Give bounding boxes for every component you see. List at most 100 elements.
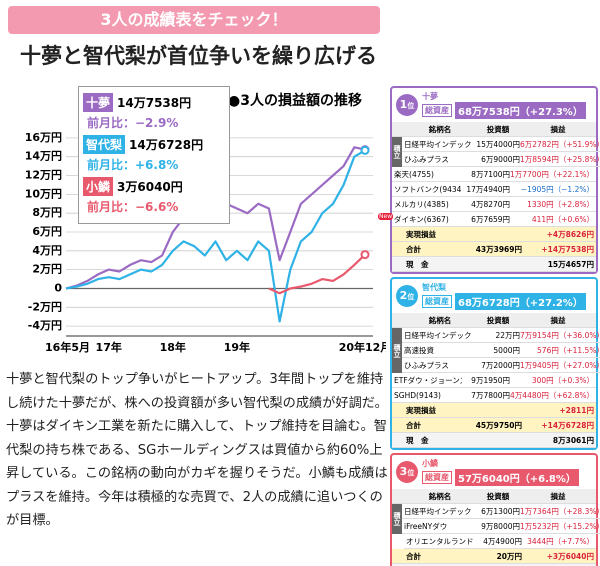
table-row: ETFダウ・ジョーンズ(1546) 9万1950円 300円（+0.3%） <box>392 373 596 388</box>
table-row: 日経平均インデックス 6万1300円 1万7364円（+28.3%） <box>402 504 600 519</box>
table-cell: 576円（+11.5%） <box>537 345 600 355</box>
portfolio-panel: 1位 十夢 総資産 68万7538円（+27.3%） 銘柄名 投資額 損益積立 日経平均インデ… <box>378 86 600 274</box>
asset-value: 68万7538円（+27.3%） <box>455 102 586 119</box>
total-value: +14万6728円 <box>541 420 594 430</box>
table-cell: 日経平均インデックス <box>404 330 472 340</box>
column-header: 損益 <box>550 315 566 325</box>
rank-suffix: 位 <box>407 293 415 301</box>
row-group: 楽天(4755) 8万7100円 1万7700円（+22.1%） ソフトバンク(943… <box>378 167 596 227</box>
table-cell: 1万7700円（+22.1%） <box>510 169 594 179</box>
total-row: 合計 45万9750円 +14万6728円 <box>392 418 596 433</box>
portfolio-panel: 2位 智代梨 総資産 68万6728円（+27.2%） 銘柄名 投資額 損益 積立 日経平均イン… <box>390 277 600 450</box>
cash-value: 15万4657円 <box>547 259 594 269</box>
rank-badge: 3位 <box>396 461 418 483</box>
x-tick-label: 19年 <box>224 340 250 354</box>
total-label: 合計 <box>406 420 421 430</box>
x-tick-label: 20年12月 <box>339 340 386 354</box>
column-header: 投資額 <box>486 124 510 134</box>
y-tick-label: 4万円 <box>32 244 62 257</box>
table-cell: 1万9405円（+27.0%） <box>520 360 600 370</box>
table-row: オリエンタルランド(4661) 4万4900円 3444円（+7.7%） <box>404 534 596 549</box>
realized-row: 実現損益 +2811円 <box>392 403 596 418</box>
table-cell: 8万7100円 <box>471 169 511 179</box>
rank-suffix: 位 <box>407 102 415 110</box>
article: 十夢と智代梨のトップ争いがヒートアップ。3年間トップを維持し続けた十夢だが、株へ… <box>6 372 388 528</box>
headline: 十夢と智代梨が首位争いを繰り広げる <box>20 44 377 68</box>
rank: 2 <box>399 289 408 302</box>
row-group: ETFダウ・ジョーンズ(1546) 9万1950円 300円（+0.3%） SGHD(… <box>392 373 596 403</box>
table-cell: ETFダウ・ジョーンズ(1546) <box>394 375 462 385</box>
cash-row: 現 金34万円 <box>392 564 596 566</box>
table-cell: 4万4480円（+62.8%） <box>510 390 594 400</box>
table-row: 楽天(4755) 8万7100円 1万7700円（+22.1%） <box>392 167 596 182</box>
legend-amount: 3万6040円 <box>117 180 183 194</box>
table-header: 銘柄名 投資額 損益 <box>392 313 596 328</box>
y-tick-label: -2万円 <box>28 300 62 313</box>
row-group: 積立 日経平均インデックス 22万円 7万9154円（+36.0%） 高速投資 5000円… <box>392 328 600 373</box>
total-label: 合計 <box>406 551 421 561</box>
group-rows: 楽天(4755) 8万7100円 1万7700円（+22.1%） ソフトバンク(943… <box>378 167 596 227</box>
table-row: ひふみプラス 6万9000円 1万8594円（+25.8%） <box>402 152 600 167</box>
legend-entry: 小鱗 3万6040円 <box>83 177 225 196</box>
table-cell: iFreeNYダウ <box>404 521 448 531</box>
header-text: 小鱗 総資産 57万6040円（+6.8%） <box>422 458 596 486</box>
table-cell: 6万2782円（+51.9%） <box>520 139 600 149</box>
group-rows: 日経平均インデックス 22万円 7万9154円（+36.0%） 高速投資 5000円 57… <box>402 328 600 373</box>
table-cell: ひふみプラス <box>404 154 449 164</box>
table-cell: 7万7800円 <box>471 390 511 400</box>
row-group: 積立 日経平均インデックス 15万4000円 6万2782円（+51.9%） ひふみプラ… <box>392 137 600 167</box>
rank-suffix: 位 <box>407 469 415 477</box>
table-row: iFreeNYダウ 9万8000円 1万5232円（+15.2%） <box>402 519 600 534</box>
group-label: 積立 <box>392 328 402 373</box>
y-tick-label: 2万円 <box>32 263 62 276</box>
total-value: +14万7538円 <box>541 244 594 254</box>
table-cell: 6万9000円 <box>481 154 520 164</box>
table-cell: 411円（+0.6%） <box>531 214 594 224</box>
table-cell: 15万4000円 <box>476 139 520 149</box>
panel-header: 3位 小鱗 総資産 57万6040円（+6.8%） <box>392 455 596 489</box>
asset-label: 総資産 <box>422 471 452 484</box>
table-row: メルカリ(4385) 4万8270円 1330円（+2.8%） <box>392 197 596 212</box>
legend-name: 小鱗 <box>83 177 114 196</box>
table-cell: 楽天(4755) <box>394 169 434 179</box>
legend-amount: 14万7538円 <box>117 96 192 110</box>
panel-header: 1位 十夢 総資産 68万7538円（+27.3%） <box>392 88 596 122</box>
header-text: 十夢 総資産 68万7538円（+27.3%） <box>422 91 596 119</box>
x-tick-label: 17年 <box>96 340 122 354</box>
table-cell: オリエンタルランド(4661) <box>406 536 474 546</box>
table-cell: 1万8594円（+25.8%） <box>520 154 600 164</box>
table-cell: 5000円 <box>493 345 520 355</box>
x-tick-label: 16年5月 <box>45 340 90 354</box>
y-tick-label: 0 <box>54 281 62 294</box>
table-cell: 4万4900円 <box>483 536 522 546</box>
series-line <box>65 149 366 323</box>
row-group: オリエンタルランド(4661) 4万4900円 3444円（+7.7%） <box>392 534 596 549</box>
table-cell: 22万円 <box>495 330 520 340</box>
table-cell: −1905円（−1.2%） <box>520 184 594 194</box>
group-rows: ETFダウ・ジョーンズ(1546) 9万1950円 300円（+0.3%） SGHD(… <box>392 373 596 403</box>
group-label: 積立 <box>392 137 402 167</box>
asset-row: 総資産 68万6728円（+27.2%） <box>422 293 596 310</box>
rank-badge: 2位 <box>396 285 418 307</box>
x-tick-label: 18年 <box>160 340 186 354</box>
realized-value: +4万8626円 <box>546 229 594 239</box>
panel-header: 2位 智代梨 総資産 68万6728円（+27.2%） <box>392 279 596 313</box>
table-cell: 6万1300円 <box>481 506 520 516</box>
table-cell: ソフトバンク(9434) <box>394 184 463 194</box>
table-cell: 9万8000円 <box>481 521 520 531</box>
table-header: 銘柄名 投資額 損益 <box>392 122 596 137</box>
legend-entry: 智代梨 14万6728円 <box>83 135 225 154</box>
asset-value: 57万6040円（+6.8%） <box>455 469 579 486</box>
rank-badge: 1位 <box>396 94 418 116</box>
group-rows: オリエンタルランド(4661) 4万4900円 3444円（+7.7%） <box>404 534 596 549</box>
table-cell: 1万5232円（+15.2%） <box>520 521 600 531</box>
portfolio-panel: 3位 小鱗 総資産 57万6040円（+6.8%） 銘柄名 投資額 損益 積立 日経平均インデッ… <box>390 453 600 566</box>
column-header: 損益 <box>550 124 566 134</box>
column-header: 銘柄名 <box>428 491 452 501</box>
table-row: 日経平均インデックス 22万円 7万9154円（+36.0%） <box>402 328 600 343</box>
column-header: 銘柄名 <box>428 124 452 134</box>
table-cell: 7万9154円（+36.0%） <box>520 330 600 340</box>
new-badge: New <box>378 213 394 220</box>
asset-row: 総資産 57万6040円（+6.8%） <box>422 469 596 486</box>
